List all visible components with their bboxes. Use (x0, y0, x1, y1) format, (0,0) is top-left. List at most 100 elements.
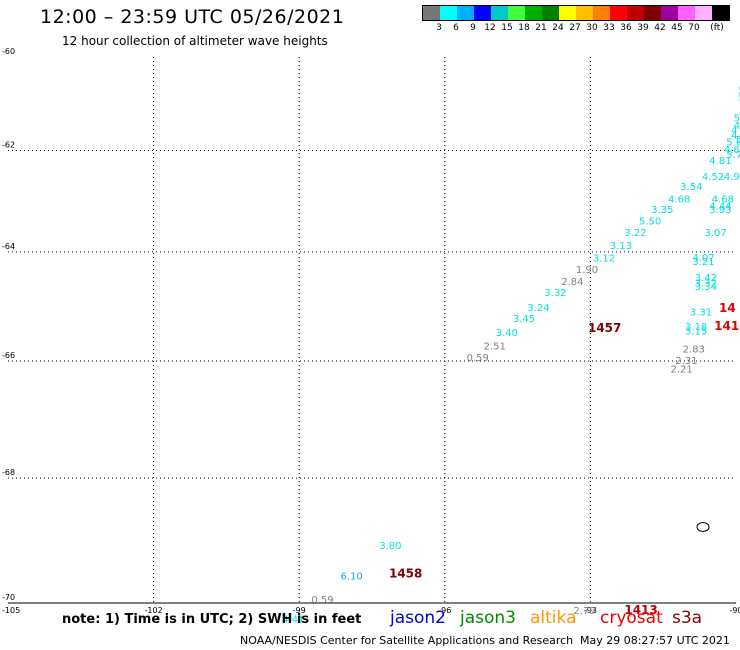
y-tick-label: -62 (2, 140, 15, 149)
legend-tick: 30 (586, 23, 598, 33)
swh-label: 2.83 (683, 345, 705, 356)
pass-time-label: 141 (714, 319, 739, 333)
swh-label: 3.35 (651, 205, 673, 216)
swh-label: 2.21 (670, 364, 692, 375)
swh-label: 2.31 (675, 356, 697, 367)
swh-label: 4.81 (709, 156, 731, 167)
legend-swatches (422, 5, 730, 21)
legend-swatch-4 (491, 6, 508, 20)
swh-label: 3.93 (709, 205, 731, 216)
pass-time-label: 1457 (588, 321, 621, 335)
legend-tick: (ft) (710, 23, 724, 33)
swh-label: 4.07 (692, 253, 714, 264)
legend-tick: 12 (484, 23, 496, 33)
swh-label: 4.97 (724, 172, 740, 183)
swh-label: 4 (731, 126, 737, 137)
color-legend: 3 6 9 12 15 18 21 24 27 30 33 36 39 42 45 70 (ft) (422, 5, 730, 35)
swh-label: 3.18 (685, 322, 707, 333)
legend-tick: 39 (637, 23, 649, 33)
legend-swatch-13 (644, 6, 661, 20)
legend-tick: 70 (688, 23, 700, 33)
swh-label: 3.24 (527, 303, 549, 314)
y-tick-label: -70 (2, 593, 15, 602)
legend-swatch-16 (695, 6, 712, 20)
swh-label: 5.7 (726, 150, 740, 161)
swh-label: 5 (738, 85, 740, 96)
swh-label: 0.59 (311, 595, 333, 606)
swh-label: 2.51 (484, 342, 506, 353)
sat-altika: altika (530, 608, 577, 628)
legend-tick: 33 (603, 23, 615, 33)
legend-tick: 6 (453, 23, 459, 33)
legend-swatch-9 (576, 6, 593, 20)
swh-label: 4.68 (668, 195, 690, 206)
legend-tick: 27 (569, 23, 581, 33)
sat-jason3: jason3 (460, 608, 516, 628)
axis-labels: -105 -102 -99 -96 -93 -90 -60 -62 -64 -66 -68 -70 (2, 47, 740, 615)
swh-label: 5.60 (726, 138, 740, 149)
chart-title: 12:00 – 23:59 UTC 05/26/2021 (40, 6, 345, 28)
legend-swatch-7 (542, 6, 559, 20)
chart-subtitle: 12 hour collection of altimeter wave hei… (62, 34, 328, 48)
legend-swatch-5 (508, 6, 525, 20)
swh-label: 3.22 (624, 228, 646, 239)
legend-tick: 36 (620, 23, 632, 33)
swh-label: 2.79 (573, 606, 595, 617)
sat-cryosat: cryosat (600, 608, 663, 628)
swh-label: 5 (734, 114, 740, 125)
swh-label: 3.31 (690, 307, 712, 318)
data-labels: 55544455.604.665.74.814.524.973.544.684.… (282, 85, 740, 625)
legend-tick: 9 (470, 23, 476, 33)
y-tick-label: -66 (2, 351, 15, 360)
swh-label: 3.13 (610, 241, 632, 252)
sat-jason2: jason2 (390, 608, 446, 628)
swh-label: 3.80 (379, 541, 401, 552)
swh-label: 4 (734, 121, 740, 132)
swh-label: 5.50 (639, 217, 661, 228)
legend-swatch-0 (423, 6, 440, 20)
legend-swatch-15 (678, 6, 695, 20)
legend-swatch-14 (661, 6, 678, 20)
swh-label: 3.34 (695, 282, 717, 293)
legend-tick: 21 (535, 23, 547, 33)
island-outline (696, 522, 710, 532)
y-tick-label: -68 (2, 468, 15, 477)
legend-swatch-2 (457, 6, 474, 20)
swh-label: 4.66 (724, 145, 740, 156)
legend-tick: 15 (501, 23, 513, 33)
legend-swatch-17 (712, 6, 729, 20)
x-tick-label: -93 (584, 606, 597, 615)
swh-label: 4.68 (712, 195, 734, 206)
legend-swatch-6 (525, 6, 542, 20)
render-timestamp: May 29 08:27:57 UTC 2021 (580, 634, 730, 647)
swh-label: 3.15 (685, 327, 707, 338)
swh-label: 0.59 (467, 353, 489, 364)
swh-label: 4.44 (709, 201, 731, 212)
footer-note: note: 1) Time is in UTC; 2) SWH is in fe… (62, 612, 362, 627)
x-tick-label: -102 (145, 606, 163, 615)
swh-label: 6.10 (340, 571, 362, 582)
swh-label: 4 (731, 130, 737, 141)
pass-time-label: 14 (719, 301, 736, 315)
pass-time-label: 1413 (624, 603, 657, 617)
legend-tick: 45 (671, 23, 683, 33)
swh-label: 3.12 (593, 253, 615, 264)
x-tick-label: -105 (2, 606, 20, 615)
sat-s3a: s3a (672, 608, 703, 628)
swh-label: 4.52 (702, 172, 724, 183)
legend-tick: 42 (654, 23, 666, 33)
swh-label: 5 (738, 92, 740, 103)
swh-label: 3.45 (513, 314, 535, 325)
swh-label: 3.40 (496, 328, 518, 339)
legend-tick: 3 (436, 23, 442, 33)
x-tick-label: -90 (729, 606, 740, 615)
swh-label: 5 (736, 135, 740, 146)
swh-label: 3.07 (704, 228, 726, 239)
legend-swatch-1 (440, 6, 457, 20)
legend-tick: 24 (552, 23, 564, 33)
legend-swatch-12 (627, 6, 644, 20)
legend-swatch-3 (474, 6, 491, 20)
legend-swatch-11 (610, 6, 627, 20)
swh-label: 3.42 (695, 273, 717, 284)
